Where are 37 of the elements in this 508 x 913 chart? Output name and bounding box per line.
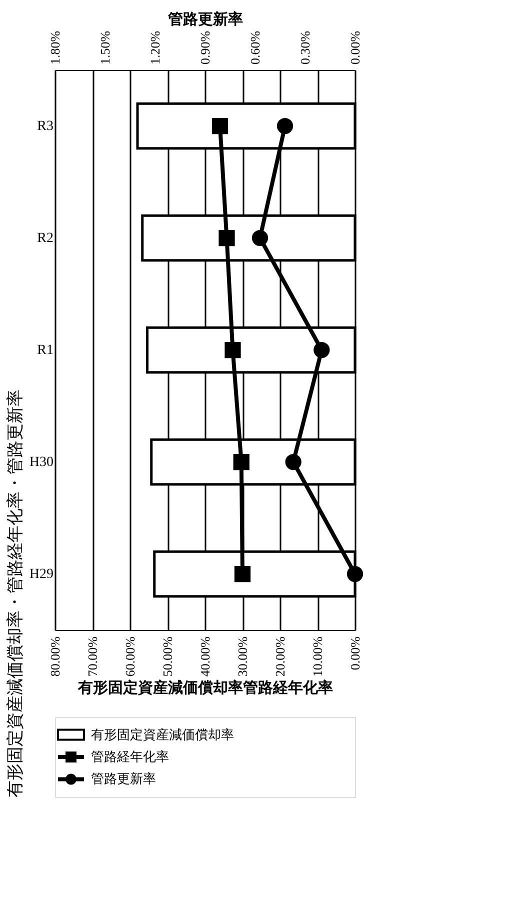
y-tick-label: R2	[37, 231, 54, 246]
point	[346, 566, 364, 582]
point	[252, 230, 268, 246]
x2-tick-label: 1.50%	[98, 30, 112, 64]
point	[233, 454, 250, 470]
point	[285, 454, 302, 470]
point	[218, 230, 235, 246]
point	[212, 118, 228, 134]
x-tick-label: 20.00%	[272, 636, 288, 677]
x2-tick-label: 1.20%	[148, 30, 162, 64]
x2-tick-label: 0.60%	[248, 30, 262, 64]
x-tick-label: 40.00%	[198, 636, 212, 677]
point	[314, 342, 330, 358]
legend-label: 有形固定資産減価償却率	[91, 726, 234, 742]
x2-axis-title: 管路更新率	[167, 10, 243, 28]
x-tick-label: 50.00%	[160, 636, 175, 677]
text: 有形固定資産減価償却率・管路経年化率・管路更新率	[5, 390, 24, 798]
point	[276, 118, 294, 134]
legend-label: 管路更新率	[91, 771, 156, 786]
x-tick-label: 60.00%	[122, 636, 138, 677]
y-tick-label: R3	[37, 119, 54, 134]
x2-tick-label: 1.80%	[48, 30, 62, 64]
y-tick-label: H29	[29, 567, 54, 582]
x-tick-label: 10.00%	[310, 636, 325, 677]
legend-label: 管路経年化率	[91, 749, 169, 764]
x-axis-title: 有形固定資産減価償却率管路経年化率	[77, 678, 333, 697]
point	[234, 566, 251, 582]
x2-tick-label: 0.00%	[348, 30, 362, 64]
x2-tick-label: 0.90%	[198, 30, 212, 64]
y-tick-label: R1	[37, 343, 54, 358]
x-tick-label: 70.00%	[85, 636, 100, 677]
x-tick-label: 80.00%	[48, 636, 62, 677]
x-tick-label: 30.00%	[235, 636, 250, 677]
x2-tick-label: 0.30%	[298, 30, 312, 64]
point	[224, 342, 241, 358]
y-tick-label: H30	[29, 455, 54, 470]
x-tick-label: 0.00%	[348, 636, 362, 670]
